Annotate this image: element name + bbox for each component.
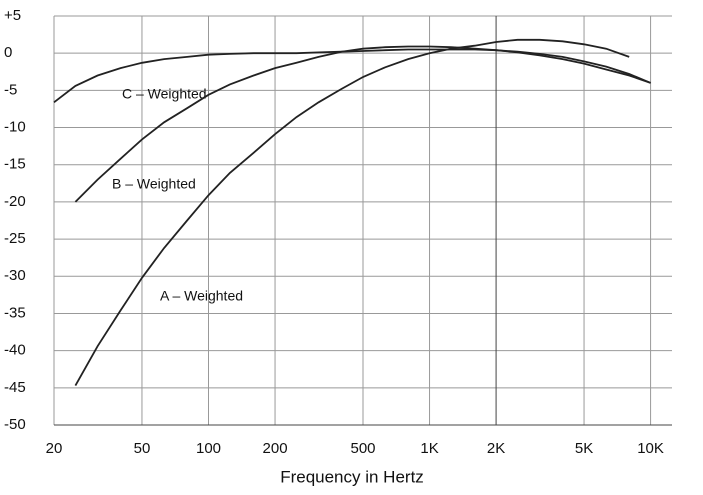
curve-label: B – Weighted — [112, 176, 196, 192]
y-tick-label: -30 — [4, 267, 26, 284]
y-tick-label: -10 — [4, 119, 26, 136]
y-tick-label: -15 — [4, 156, 26, 173]
x-tick-label: 100 — [196, 440, 221, 457]
curve-label: C – Weighted — [122, 86, 207, 102]
x-tick-label: 200 — [263, 440, 288, 457]
x-tick-label: 500 — [350, 440, 375, 457]
x-tick-label: 20 — [46, 440, 63, 457]
y-tick-label: -25 — [4, 230, 26, 247]
y-tick-label: +5 — [4, 7, 21, 24]
y-tick-label: -35 — [4, 304, 26, 321]
x-tick-label: 1K — [420, 440, 438, 457]
x-tick-label: 50 — [134, 440, 151, 457]
curve — [74, 38, 630, 387]
x-axis-label: Frequency in Hertz — [280, 467, 424, 486]
x-tick-label: 10K — [637, 440, 664, 457]
curve-label: A – Weighted — [160, 288, 243, 304]
x-tick-label: 2K — [487, 440, 505, 457]
y-tick-label: -50 — [4, 416, 26, 433]
y-tick-label: -5 — [4, 81, 17, 98]
y-tick-label: -45 — [4, 379, 26, 396]
x-tick-label: 5K — [575, 440, 593, 457]
y-tick-label: -40 — [4, 342, 26, 359]
y-tick-label: 0 — [4, 44, 12, 61]
curve — [74, 45, 651, 203]
curve — [53, 48, 651, 104]
y-tick-label: -20 — [4, 193, 26, 210]
